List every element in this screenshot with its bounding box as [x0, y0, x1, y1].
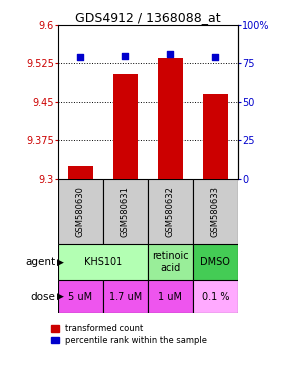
Text: dose: dose [30, 291, 55, 302]
Bar [193, 244, 238, 280]
Text: 5 uM: 5 uM [68, 291, 93, 302]
Bar [148, 244, 193, 280]
Bar [158, 58, 183, 179]
Bar [193, 179, 238, 244]
Text: GSM580633: GSM580633 [211, 186, 220, 237]
Text: 0.1 %: 0.1 % [202, 291, 229, 302]
Text: DMSO: DMSO [200, 257, 230, 267]
Text: ▶: ▶ [57, 292, 64, 301]
Bar [103, 280, 148, 313]
Point [213, 54, 218, 60]
Bar [103, 179, 148, 244]
Title: GDS4912 / 1368088_at: GDS4912 / 1368088_at [75, 11, 221, 24]
Point [168, 51, 173, 57]
Bar [193, 280, 238, 313]
Text: 1 uM: 1 uM [158, 291, 182, 302]
Bar [58, 244, 148, 280]
Text: agent: agent [25, 257, 55, 267]
Bar [148, 179, 193, 244]
Point [78, 54, 83, 60]
Text: GSM580631: GSM580631 [121, 186, 130, 237]
Text: retinoic
acid: retinoic acid [152, 251, 189, 273]
Bar [58, 280, 103, 313]
Bar [58, 179, 103, 244]
Bar [148, 280, 193, 313]
Point [123, 53, 128, 59]
Legend: transformed count, percentile rank within the sample: transformed count, percentile rank withi… [48, 321, 211, 348]
Text: 1.7 uM: 1.7 uM [109, 291, 142, 302]
Bar [113, 74, 138, 179]
Text: GSM580632: GSM580632 [166, 186, 175, 237]
Bar [203, 94, 228, 179]
Bar [68, 166, 93, 179]
Text: ▶: ▶ [57, 258, 64, 266]
Text: GSM580630: GSM580630 [76, 186, 85, 237]
Text: KHS101: KHS101 [84, 257, 122, 267]
